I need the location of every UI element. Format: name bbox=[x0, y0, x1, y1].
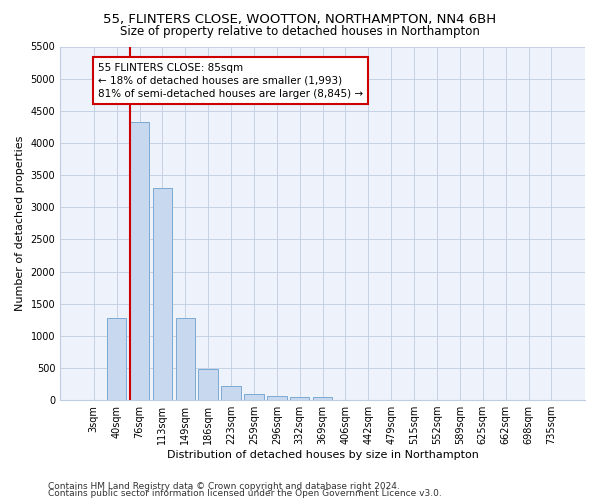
Text: Contains HM Land Registry data © Crown copyright and database right 2024.: Contains HM Land Registry data © Crown c… bbox=[48, 482, 400, 491]
Bar bbox=[313, 397, 332, 400]
Bar bbox=[199, 368, 218, 400]
Text: 55 FLINTERS CLOSE: 85sqm
← 18% of detached houses are smaller (1,993)
81% of sem: 55 FLINTERS CLOSE: 85sqm ← 18% of detach… bbox=[98, 62, 363, 99]
Text: 55, FLINTERS CLOSE, WOOTTON, NORTHAMPTON, NN4 6BH: 55, FLINTERS CLOSE, WOOTTON, NORTHAMPTON… bbox=[103, 12, 497, 26]
Bar bbox=[244, 394, 263, 400]
Bar bbox=[267, 396, 287, 400]
Text: Contains public sector information licensed under the Open Government Licence v3: Contains public sector information licen… bbox=[48, 490, 442, 498]
Bar bbox=[152, 188, 172, 400]
Bar bbox=[290, 396, 310, 400]
Text: Size of property relative to detached houses in Northampton: Size of property relative to detached ho… bbox=[120, 25, 480, 38]
Y-axis label: Number of detached properties: Number of detached properties bbox=[15, 136, 25, 311]
Bar bbox=[221, 386, 241, 400]
Bar bbox=[107, 318, 127, 400]
X-axis label: Distribution of detached houses by size in Northampton: Distribution of detached houses by size … bbox=[167, 450, 479, 460]
Bar bbox=[130, 122, 149, 400]
Bar bbox=[176, 318, 195, 400]
